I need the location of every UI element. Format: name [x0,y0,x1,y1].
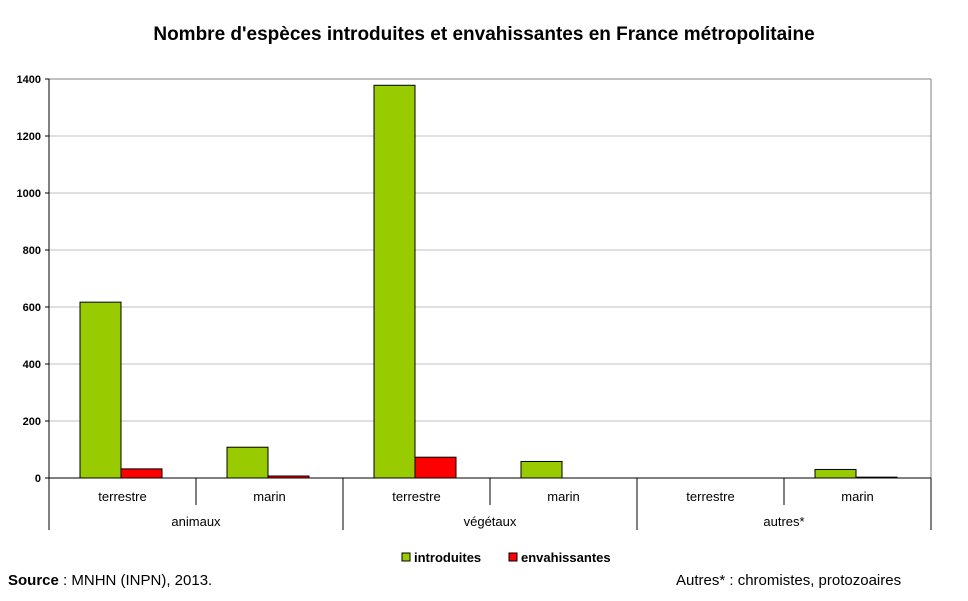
y-tick-label: 1000 [17,188,41,200]
bar-envahissantes-2 [414,456,457,479]
y-tick-label: 600 [23,302,41,314]
plot-area: 0 200 400 600 800 1000 1200 1400 terrestre marin t… [17,74,932,530]
group-label: animaux [171,514,221,529]
legend-label-envahissantes: envahissantes [521,550,611,565]
y-tick-label: 1200 [17,131,41,143]
bar-envahissantes-0 [120,468,163,479]
group-label: autres* [763,514,804,529]
legend-swatch-envahissantes [508,552,518,562]
category-label: terrestre [686,489,734,504]
source-note: Source : MNHN (INPN), 2013. [8,572,212,589]
y-tick-label: 200 [23,416,41,428]
bar-introduites-2 [373,84,416,479]
group-label: végétaux [464,514,517,529]
bar-introduites-0 [79,301,122,479]
legend-label-introduites: introduites [414,550,481,565]
y-tick-label: 0 [35,473,41,485]
bar-introduites-3 [520,460,563,479]
category-label: marin [841,489,874,504]
chart-title: Nombre d'espèces introduites et envahiss… [153,24,814,45]
source-label: Source [8,572,59,589]
y-tick-label: 1400 [17,74,41,86]
legend: introduites envahissantes [401,550,611,565]
plot-background [49,79,931,478]
category-label: marin [253,489,286,504]
legend-swatch-introduites [401,552,411,562]
bar-introduites-5 [814,468,857,479]
bar-introduites-1 [226,446,269,479]
category-label: marin [547,489,580,504]
category-label: terrestre [98,489,146,504]
category-label: terrestre [392,489,440,504]
y-tick-label: 800 [23,245,41,257]
y-tick-label: 400 [23,359,41,371]
source-text: : MNHN (INPN), 2013. [58,572,213,589]
autres-note: Autres* : chromistes, protozoaires [676,572,902,589]
